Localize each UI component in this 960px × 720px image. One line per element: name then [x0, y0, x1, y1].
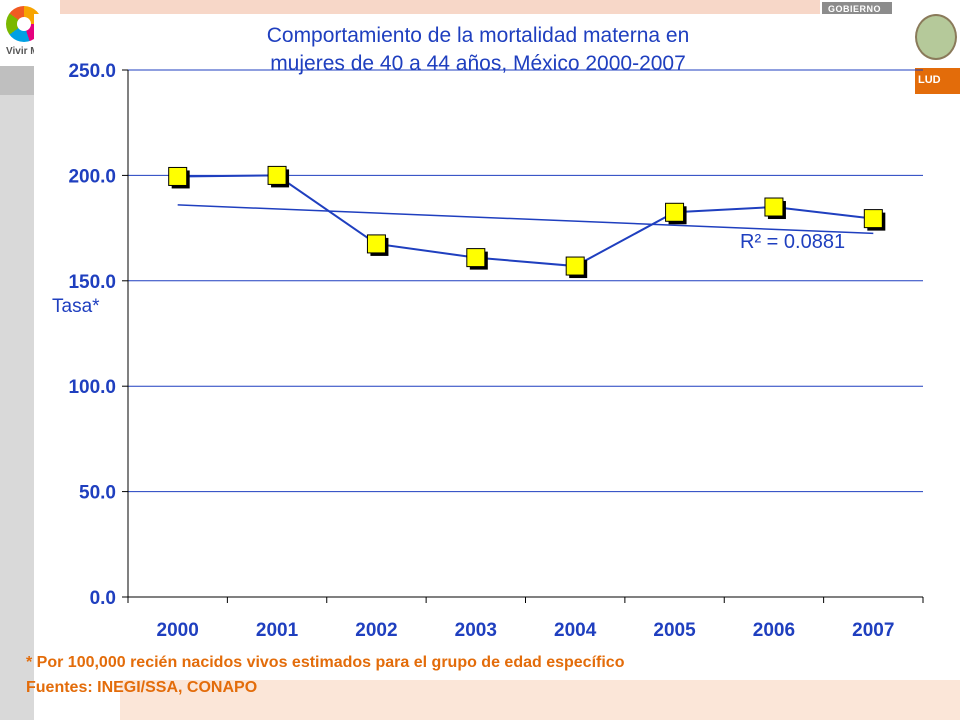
- y-tick-label: 50.0: [79, 483, 116, 504]
- axes: [122, 69, 924, 603]
- x-tick-label: 2001: [256, 620, 299, 641]
- y-tick-label: 200.0: [68, 166, 116, 187]
- x-tick-label: 2005: [653, 620, 696, 641]
- data-point: [863, 209, 883, 229]
- x-tick-label: 2003: [455, 620, 497, 641]
- grid-lines: [128, 69, 923, 493]
- footnote: * Por 100,000 recién nacidos vivos estim…: [26, 654, 625, 671]
- data-point: [366, 234, 386, 254]
- data-point: [466, 248, 486, 268]
- r-squared-annotation: R² = 0.0881: [740, 231, 845, 253]
- chart-title-line1: Comportamiento de la mortalidad materna …: [267, 24, 690, 47]
- y-tick-label: 0.0: [90, 588, 116, 609]
- data-point: [565, 256, 585, 276]
- national-seal-icon: [915, 14, 957, 60]
- y-tick-labels: 0.0 50.0 100.0 150.0 200.0 250.0: [68, 61, 116, 609]
- salud-bar: [915, 68, 960, 94]
- bottom-peach-band: [120, 680, 960, 720]
- x-tick-label: 2004: [554, 620, 597, 641]
- x-tick-label: 2006: [753, 620, 795, 641]
- trendline-group: [177, 204, 874, 235]
- x-tick-label: 2000: [157, 620, 199, 641]
- y-tick-label: 100.0: [68, 377, 116, 398]
- x-tick-label: 2007: [852, 620, 894, 641]
- data-point: [665, 202, 685, 222]
- logo-grey-bar: [0, 66, 34, 95]
- y-tick-label: 150.0: [68, 272, 116, 293]
- top-peach-band: [60, 0, 820, 14]
- data-point: [267, 165, 287, 185]
- salud-label: LUD: [918, 74, 941, 86]
- chart-title-line2: mujeres de 40 a 44 años, México 2000-200…: [270, 52, 686, 75]
- series-line: [177, 174, 874, 268]
- data-point: [168, 166, 188, 186]
- left-grey-band: [0, 95, 34, 720]
- logo-text: Vivir M: [6, 46, 39, 57]
- gobierno-label: GOBIERNO: [822, 2, 892, 16]
- data-point: [764, 197, 784, 217]
- y-tick-label: 250.0: [68, 61, 116, 82]
- series-group: [168, 165, 886, 279]
- y-axis-label: Tasa*: [52, 296, 100, 317]
- x-tick-label: 2002: [355, 620, 397, 641]
- x-tick-labels: 2000 2001 2002 2003 2004 2005 2006 2007: [157, 620, 895, 641]
- trendline: [177, 204, 874, 235]
- source-note: Fuentes: INEGI/SSA, CONAPO: [26, 679, 258, 696]
- chart-panel: [34, 14, 915, 680]
